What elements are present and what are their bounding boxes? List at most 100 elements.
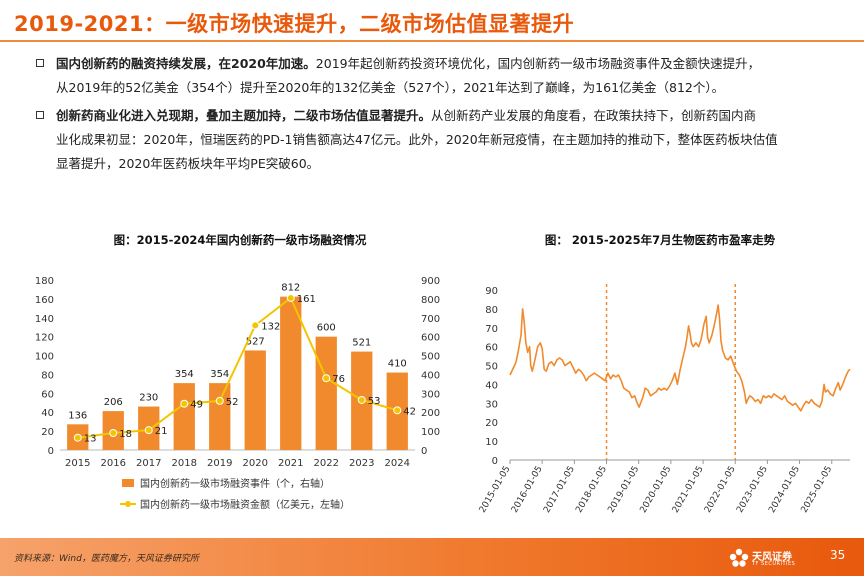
bullet-line: 显著提升，2020年医药板块年平均PE突破60。	[56, 156, 320, 171]
line-data-label: 132	[261, 321, 280, 332]
financing-count-bar	[209, 383, 231, 450]
bullet-line: 从2019年的52亿美金（354个）提升至2020年的132亿美金（527个），…	[56, 80, 725, 95]
financing-amount-point	[215, 396, 224, 405]
y-axis-tick-label: 40	[485, 380, 498, 391]
bar-data-label: 812	[281, 283, 300, 294]
bar-data-label: 600	[317, 323, 336, 334]
y-axis-tick-label: 60	[485, 343, 498, 354]
legend-line-marker	[125, 501, 131, 507]
bar-data-label: 527	[246, 336, 265, 347]
title-divider	[0, 40, 864, 42]
x-axis-tick-label: 2024	[385, 458, 410, 469]
line-data-label: 18	[119, 429, 132, 440]
line-data-label: 21	[155, 426, 168, 437]
left-axis-tick-label: 180	[35, 276, 54, 287]
x-axis-tick-label: 2019	[207, 458, 232, 469]
financing-amount-point	[73, 433, 82, 442]
bar-data-label: 230	[139, 393, 158, 404]
financing-amount-point	[144, 426, 153, 435]
left-axis-tick-label: 40	[41, 408, 54, 419]
footer-bar	[0, 538, 864, 576]
page-title: 2019-2021：一级市场快速提升，二级市场估值显著提升	[14, 12, 575, 36]
x-axis-tick-label: 2015	[65, 458, 90, 469]
bullet-line: 创新药商业化进入兑现期，叠加主题加持，二级市场估值显著提升。从创新药产业发展的角…	[56, 104, 840, 128]
x-axis-tick-label: 2022-01-05	[703, 465, 738, 515]
legend-bar-label: 国内创新药一级市场融资事件（个，右轴）	[140, 477, 330, 490]
logo-subtext: TF SECURITIES	[752, 561, 796, 567]
x-axis-tick-label: 2021-01-05	[671, 465, 706, 515]
line-data-label: 52	[226, 397, 239, 408]
line-data-label: 49	[190, 400, 203, 411]
bullet-text: 2019年起创新药投资环境优化，国内创新药一级市场融资事件及金额快速提升，	[315, 56, 761, 71]
y-axis-tick-label: 10	[485, 437, 498, 448]
x-axis-tick-label: 2024-01-05	[767, 465, 802, 515]
financing-amount-line	[77, 296, 398, 439]
financing-amount-point	[251, 321, 260, 330]
financing-amount-point	[286, 293, 295, 302]
left-axis-tick-label: 20	[41, 427, 54, 438]
bar-data-label: 136	[68, 410, 87, 421]
right-axis-tick-label: 200	[421, 408, 440, 419]
y-axis-tick-label: 30	[485, 399, 498, 410]
logo-text: 天风证券	[752, 552, 792, 563]
left-axis-tick-label: 80	[41, 370, 54, 381]
financing-amount-point	[393, 406, 402, 415]
chart-title-financing: 图：2015-2024年国内创新药一级市场融资情况	[113, 233, 367, 247]
bar-data-label: 410	[388, 359, 407, 370]
legend-bar-swatch	[122, 479, 134, 487]
line-data-label: 53	[368, 396, 381, 407]
y-axis-tick-label: 0	[492, 456, 498, 467]
right-axis-tick-label: 500	[421, 352, 440, 363]
right-axis-tick-label: 300	[421, 389, 440, 400]
x-axis-tick-label: 2017	[136, 458, 161, 469]
bullet-lead: 创新药商业化进入兑现期，叠加主题加持，二级市场估值显著提升。	[56, 108, 432, 123]
y-axis-tick-label: 20	[485, 418, 498, 429]
financing-amount-point	[109, 429, 118, 437]
financing-combo-chart: 0 20 40 60 80 100 120 140 160 180 0 100 200 300 400 500…	[35, 276, 440, 511]
line-data-label: 161	[297, 294, 316, 305]
legend-line-label: 国内创新药一级市场融资金额（亿美元，左轴）	[140, 498, 350, 511]
bullet-line: 国内创新药的融资持续发展，在2020年加速。2019年起创新药投资环境优化，国内…	[56, 52, 840, 76]
left-axis-tick-label: 120	[35, 333, 54, 344]
x-axis-tick-label: 2025-01-05	[800, 465, 835, 515]
bar-data-label: 521	[352, 338, 371, 349]
x-axis-tick-label: 2021	[278, 458, 303, 469]
x-axis-tick-label: 2016	[101, 458, 126, 469]
financing-amount-point	[322, 374, 331, 383]
page-number: 35	[830, 548, 846, 562]
bullet-item-financing: 国内创新药的融资持续发展，在2020年加速。2019年起创新药投资环境优化，国内…	[36, 52, 840, 100]
x-axis-tick-label: 2023	[349, 458, 374, 469]
right-axis-tick-label: 0	[421, 446, 427, 457]
bullet-item-valuation: 创新药商业化进入兑现期，叠加主题加持，二级市场估值显著提升。从创新药产业发展的角…	[36, 104, 840, 176]
line-data-label: 76	[332, 374, 345, 385]
flower-logo-icon	[729, 548, 749, 567]
chart-title-pe: 图： 2015-2025年7月生物医药市盈率走势	[544, 233, 776, 247]
y-axis-tick-label: 70	[485, 324, 498, 335]
bullet-list: 国内创新药的融资持续发展，在2020年加速。2019年起创新药投资环境优化，国内…	[36, 52, 840, 180]
bar-data-label: 354	[175, 369, 194, 380]
financing-count-bar	[315, 336, 337, 450]
square-bullet-icon	[36, 59, 44, 67]
left-axis-tick-label: 60	[41, 389, 54, 400]
y-axis-tick-label: 90	[485, 286, 498, 297]
x-axis-tick-label: 2023-01-05	[735, 465, 770, 515]
bar-data-label: 354	[210, 369, 229, 380]
left-axis-tick-label: 140	[35, 314, 54, 325]
pe-trend-line	[509, 304, 851, 412]
x-axis-tick-label: 2016-01-05	[510, 465, 545, 515]
x-axis-tick-label: 2020	[243, 458, 268, 469]
financing-amount-point	[357, 395, 366, 404]
right-axis-tick-label: 900	[421, 276, 440, 287]
y-axis-tick-label: 80	[485, 305, 498, 316]
square-bullet-icon	[36, 111, 44, 119]
bar-data-label: 206	[104, 397, 123, 408]
bullet-text: 从创新药产业发展的角度看，在政策扶持下，创新药国内商	[431, 108, 757, 123]
left-axis-tick-label: 0	[48, 446, 54, 457]
line-data-label: 13	[84, 434, 97, 445]
right-axis-tick-label: 700	[421, 314, 440, 325]
financing-count-bar	[244, 350, 266, 450]
bullet-line: 业化成果初显：2020年，恒瑞医药的PD-1销售额高达47亿元。此外，2020年…	[56, 132, 778, 147]
x-axis-tick-label: 2017-01-05	[542, 465, 577, 515]
x-axis-tick-label: 2018	[172, 458, 197, 469]
x-axis-tick-label: 2015-01-05	[478, 465, 513, 515]
